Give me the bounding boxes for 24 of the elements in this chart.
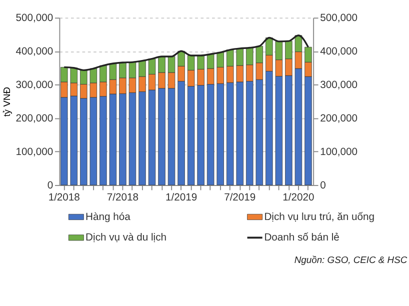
legend-label: Doanh số bán lẻ	[264, 232, 340, 244]
text: Nguồn: GSO, CEIC & HSC	[294, 254, 408, 266]
x-tick-label: 1/2020	[282, 192, 314, 204]
y2-tick-label: 0	[320, 180, 326, 192]
x-tick-label: 7/2018	[106, 192, 139, 204]
y-tick-label: 0	[47, 180, 54, 192]
y2-tick-label: 500,000	[320, 12, 358, 24]
y-tick-label: 200,000	[16, 113, 54, 124]
legend-label: Dịch vụ lưu trú, ăn uống	[264, 212, 375, 223]
y2-tick-label: 300,000	[320, 80, 358, 91]
y2-tick-label: 200,000	[320, 113, 358, 124]
y2-tick-label: 100,000	[320, 146, 358, 158]
x-tick-label: 1/2019	[165, 192, 198, 204]
legend-label: Hàng hóa	[86, 212, 131, 223]
x-tick-label: 7/2019	[224, 192, 256, 204]
y-tick-label: 100,000	[16, 146, 54, 158]
y-tick-label: 300,000	[16, 80, 54, 91]
legend-label: Dịch vụ và du lịch	[86, 232, 167, 244]
y2-tick-label: 400,000	[320, 46, 358, 58]
y-tick-label: 400,000	[16, 46, 54, 58]
line-series	[63, 34, 310, 72]
x-tick-label: 1/2018	[48, 192, 80, 204]
y-tick-label: 500,000	[16, 12, 54, 24]
y-axis-title: tỷ VNĐ	[1, 86, 12, 117]
